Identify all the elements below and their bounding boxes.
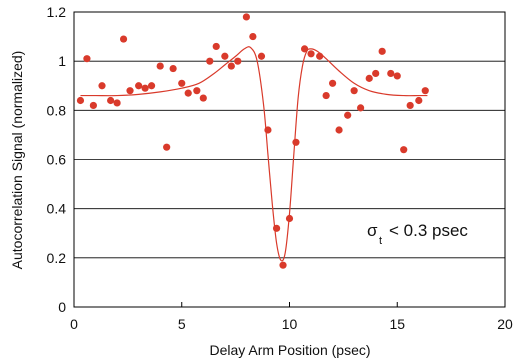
data-point-18 [206,57,214,65]
data-point-37 [344,111,352,119]
y-tick-label-4: 0.8 [47,102,67,118]
data-point-8 [135,82,143,90]
data-point-16 [193,87,201,95]
data-point-41 [372,69,380,78]
axes [73,11,506,308]
y-axis-label: Autocorrelation Signal (normalized) [9,51,25,270]
annotation-symbol: σ [367,221,378,240]
data-point-9 [141,84,149,92]
data-points-layer [76,13,429,269]
data-point-45 [400,146,408,154]
data-point-35 [329,79,337,87]
data-point-6 [119,35,128,43]
data-point-12 [163,143,171,151]
data-point-22 [234,57,242,65]
annotation-subscript: t [379,235,382,247]
data-point-23 [242,13,250,21]
data-point-29 [285,214,294,223]
data-point-38 [350,87,358,95]
data-point-32 [307,50,315,58]
data-point-10 [147,82,156,90]
y-tick-label-1: 0.2 [47,250,67,266]
plot-frame [73,11,506,308]
data-point-33 [316,52,324,60]
data-point-11 [156,62,164,70]
data-point-1 [83,55,91,63]
data-point-30 [292,138,300,146]
data-point-27 [272,224,281,232]
x-tick-label-3: 15 [389,316,405,332]
x-tick-label-2: 10 [282,316,298,332]
data-point-24 [249,32,257,41]
data-point-31 [300,45,309,53]
data-point-26 [264,126,272,134]
data-point-43 [387,69,395,78]
y-tick-label-2: 0.4 [47,201,67,217]
x-tick-label-0: 0 [70,316,78,332]
data-point-39 [357,104,365,112]
data-point-13 [169,64,177,73]
x-tick-label-1: 5 [178,316,186,332]
data-point-2 [89,101,97,110]
data-point-7 [126,87,134,95]
data-point-46 [406,101,414,110]
y-tick-label-3: 0.6 [47,152,67,168]
data-point-0 [76,96,85,105]
fit-curve [80,46,428,262]
data-point-40 [365,74,373,82]
data-point-20 [221,52,229,60]
fit-curve-layer [80,46,428,262]
data-point-21 [227,62,235,70]
y-tick-label-0: 0 [58,299,66,315]
data-point-44 [393,72,401,80]
annotation-text: < 0.3 psec [389,221,468,240]
data-point-47 [415,96,423,105]
x-axis-label: Delay Arm Position (psec) [209,342,370,358]
x-tick-label-4: 20 [497,316,513,332]
data-point-36 [335,126,343,134]
data-point-34 [322,91,330,100]
data-point-42 [378,47,386,55]
data-point-48 [421,87,429,95]
data-point-19 [212,42,220,51]
data-point-3 [98,82,106,90]
data-point-5 [113,99,121,107]
data-point-15 [184,89,192,97]
data-point-4 [107,96,115,105]
data-point-28 [279,261,287,269]
y-tick-label-6: 1.2 [47,4,67,20]
data-point-14 [178,79,186,87]
data-point-25 [257,52,266,60]
y-tick-label-5: 1 [58,53,66,69]
data-point-17 [199,94,207,102]
tick-labels: 0 0.2 0.4 0.6 0.8 1 1.2 0 5 10 15 20 [47,4,513,332]
sigma-annotation: σ t < 0.3 psec [367,221,468,247]
